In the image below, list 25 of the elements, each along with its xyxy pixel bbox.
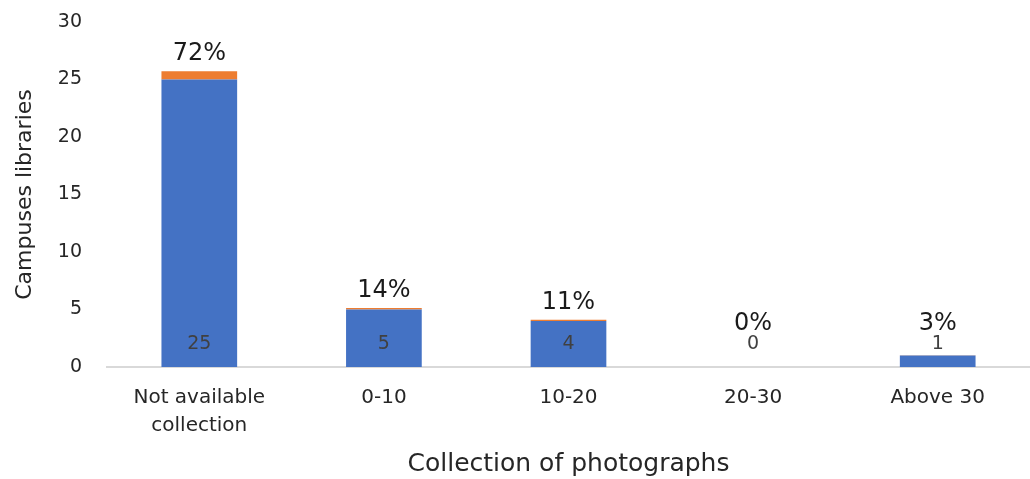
x-tick-label: Not available collection xyxy=(133,384,266,437)
x-tick-label: 10-20 xyxy=(539,384,598,409)
x-tick-label: Above 30 xyxy=(890,384,985,409)
y-tick-label: 10 xyxy=(57,238,82,261)
y-tick-label: 25 xyxy=(57,66,82,89)
data-label: 4 xyxy=(562,331,575,353)
x-tick-label: 0-10 xyxy=(361,384,407,409)
bar xyxy=(346,309,422,367)
bar xyxy=(530,321,607,367)
data-label: 5 xyxy=(377,331,390,353)
data-label: 11% xyxy=(541,286,596,315)
data-label: 72% xyxy=(172,38,226,67)
bar xyxy=(161,71,238,80)
bar xyxy=(899,355,976,367)
y-tick-label: 0 xyxy=(69,353,82,376)
y-tick-label: 5 xyxy=(69,296,82,319)
y-tick-label: 15 xyxy=(57,181,82,204)
x-axis-title: Collection of photographs xyxy=(407,447,730,477)
data-label: 25 xyxy=(187,331,212,353)
bar xyxy=(161,79,238,367)
y-tick-label: 20 xyxy=(57,123,82,146)
y-axis-title: Campuses libraries xyxy=(10,89,36,300)
data-label: 14% xyxy=(357,274,411,303)
y-tick-label: 30 xyxy=(57,8,82,31)
x-tick-label: 20-30 xyxy=(724,384,783,409)
